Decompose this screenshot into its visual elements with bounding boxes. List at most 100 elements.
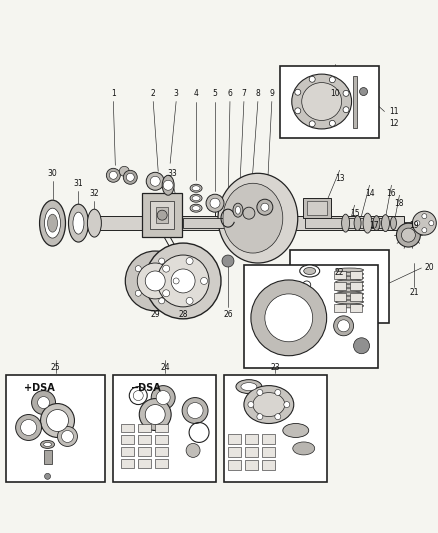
Circle shape xyxy=(133,391,143,401)
Text: −DSA: −DSA xyxy=(131,383,162,393)
Bar xyxy=(304,218,384,228)
Bar xyxy=(244,447,257,457)
Bar xyxy=(261,434,274,445)
Circle shape xyxy=(294,108,300,114)
Ellipse shape xyxy=(192,196,200,201)
Bar xyxy=(289,250,389,323)
Circle shape xyxy=(135,265,141,272)
Text: 8: 8 xyxy=(255,89,260,98)
Circle shape xyxy=(145,243,220,319)
Bar xyxy=(121,424,134,432)
Text: 26: 26 xyxy=(223,310,232,319)
Text: 24: 24 xyxy=(160,363,170,372)
Circle shape xyxy=(21,419,36,435)
Circle shape xyxy=(125,251,185,311)
Bar xyxy=(279,66,378,139)
Circle shape xyxy=(302,281,310,289)
Ellipse shape xyxy=(335,296,363,300)
Ellipse shape xyxy=(40,440,54,448)
Ellipse shape xyxy=(43,442,51,447)
Bar xyxy=(155,459,168,469)
Bar xyxy=(6,375,105,482)
Circle shape xyxy=(135,290,141,296)
Ellipse shape xyxy=(244,385,293,424)
Bar xyxy=(121,459,134,469)
Text: 28: 28 xyxy=(178,310,187,319)
Circle shape xyxy=(46,409,68,432)
Text: 33: 33 xyxy=(167,169,177,178)
Bar xyxy=(121,435,134,445)
Circle shape xyxy=(139,399,171,431)
Bar xyxy=(138,435,151,445)
Text: 12: 12 xyxy=(389,119,398,128)
Text: 29: 29 xyxy=(150,310,160,319)
Bar xyxy=(261,461,274,470)
Circle shape xyxy=(414,221,419,225)
Text: 9: 9 xyxy=(269,89,274,98)
Circle shape xyxy=(256,390,262,395)
Ellipse shape xyxy=(381,215,389,232)
Ellipse shape xyxy=(292,442,314,455)
Circle shape xyxy=(328,120,335,126)
Circle shape xyxy=(146,172,164,190)
Ellipse shape xyxy=(235,379,261,393)
Bar xyxy=(352,76,356,128)
Bar xyxy=(244,461,257,470)
Text: 1: 1 xyxy=(111,89,116,98)
Ellipse shape xyxy=(190,204,201,212)
Circle shape xyxy=(145,405,165,424)
Ellipse shape xyxy=(233,203,242,217)
Circle shape xyxy=(328,77,335,83)
Text: 15: 15 xyxy=(349,208,359,217)
Ellipse shape xyxy=(282,424,308,438)
Bar xyxy=(333,304,345,312)
Circle shape xyxy=(16,415,42,440)
Circle shape xyxy=(32,391,55,415)
Bar xyxy=(244,265,378,368)
Bar xyxy=(227,461,240,470)
Ellipse shape xyxy=(335,276,363,280)
Circle shape xyxy=(162,290,169,297)
Circle shape xyxy=(294,89,300,95)
Ellipse shape xyxy=(68,204,88,242)
Ellipse shape xyxy=(192,186,200,191)
Text: 32: 32 xyxy=(89,189,99,198)
Circle shape xyxy=(157,255,208,307)
Circle shape xyxy=(123,171,137,184)
Circle shape xyxy=(256,414,262,419)
Text: +DSA: +DSA xyxy=(24,383,54,393)
Circle shape xyxy=(151,385,175,409)
Text: 18: 18 xyxy=(394,199,403,208)
Ellipse shape xyxy=(299,265,319,277)
Bar xyxy=(121,447,134,456)
Bar xyxy=(333,293,345,301)
Circle shape xyxy=(171,269,194,293)
Text: 20: 20 xyxy=(424,263,433,272)
Bar xyxy=(333,282,345,290)
Circle shape xyxy=(38,397,49,409)
Circle shape xyxy=(342,107,348,112)
Text: 10: 10 xyxy=(329,89,339,98)
Text: 19: 19 xyxy=(409,221,418,230)
Circle shape xyxy=(256,199,272,215)
Circle shape xyxy=(187,402,203,418)
Circle shape xyxy=(308,121,314,127)
Ellipse shape xyxy=(389,216,396,230)
Text: 22: 22 xyxy=(334,269,343,278)
Bar xyxy=(155,447,168,456)
Ellipse shape xyxy=(335,292,363,296)
Ellipse shape xyxy=(362,213,371,233)
Circle shape xyxy=(44,473,50,479)
Circle shape xyxy=(150,176,160,186)
Circle shape xyxy=(158,258,164,264)
Circle shape xyxy=(157,210,167,220)
Text: 25: 25 xyxy=(51,363,60,372)
Bar xyxy=(349,293,361,301)
Ellipse shape xyxy=(252,393,284,416)
Text: 13: 13 xyxy=(334,174,344,183)
Circle shape xyxy=(186,443,200,457)
Circle shape xyxy=(119,166,129,176)
Ellipse shape xyxy=(39,200,65,246)
Circle shape xyxy=(106,168,120,182)
Ellipse shape xyxy=(87,209,101,237)
